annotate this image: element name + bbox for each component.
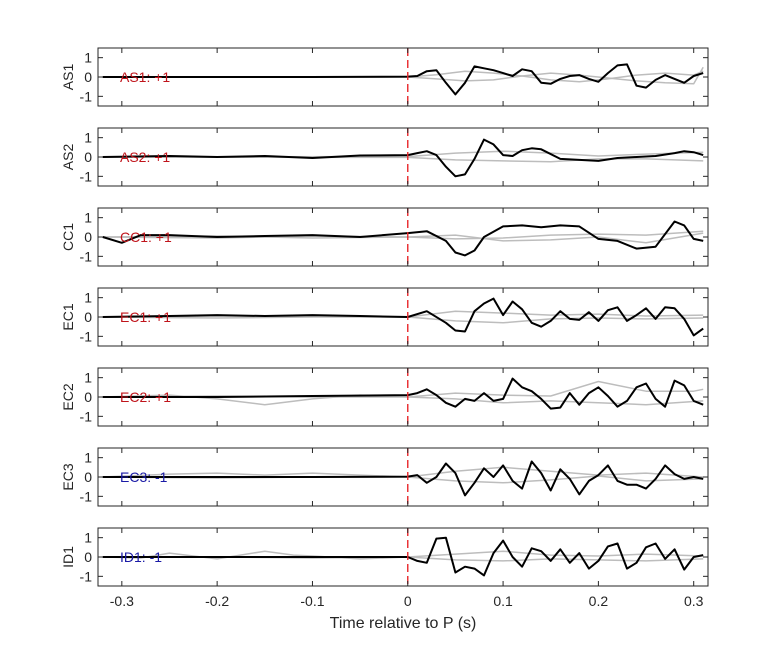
y-tick-label: 1 bbox=[84, 50, 92, 66]
x-axis: -0.3 -0.2 -0.1 0 0.1 0.2 0.3 bbox=[110, 593, 704, 609]
polarity-tag: EC3: -1 bbox=[120, 469, 168, 485]
y-axis-label: AS2 bbox=[60, 144, 76, 171]
y-tick-label: -1 bbox=[80, 568, 93, 584]
y-tick-label: 1 bbox=[84, 130, 92, 146]
y-tick-label: 0 bbox=[84, 549, 92, 565]
y-tick-label: 0 bbox=[84, 469, 92, 485]
panel-data bbox=[102, 220, 704, 257]
y-axis-label: CC1 bbox=[60, 223, 76, 251]
y-axis-label: EC1 bbox=[60, 303, 76, 330]
panel-data bbox=[102, 63, 704, 96]
highlight-trace bbox=[102, 220, 704, 257]
y-axis-label: ID1 bbox=[60, 546, 76, 568]
y-tick-label: -1 bbox=[80, 488, 93, 504]
background-trace bbox=[102, 150, 704, 158]
x-tick-label: 0.3 bbox=[684, 593, 704, 609]
y-tick-label: 0 bbox=[84, 149, 92, 165]
y-tick-label: -1 bbox=[80, 248, 93, 264]
y-tick-label: 1 bbox=[84, 290, 92, 306]
highlight-trace bbox=[102, 460, 704, 497]
polarity-tag: AS2: +1 bbox=[120, 149, 170, 165]
highlight-trace bbox=[102, 297, 704, 337]
x-axis-label: Time relative to P (s) bbox=[330, 615, 477, 632]
background-trace bbox=[102, 70, 704, 83]
background-trace bbox=[102, 380, 704, 406]
highlight-trace bbox=[102, 377, 704, 410]
y-axis-label: AS1 bbox=[60, 64, 76, 91]
y-tick-label: 1 bbox=[84, 210, 92, 226]
panel-data bbox=[102, 138, 704, 178]
x-tick-label: 0.2 bbox=[589, 593, 609, 609]
polarity-tag: AS1: +1 bbox=[120, 69, 170, 85]
x-tick-label: -0.1 bbox=[300, 593, 324, 609]
panel-data bbox=[102, 297, 704, 337]
y-tick-label: 0 bbox=[84, 69, 92, 85]
y-tick-label: 0 bbox=[84, 229, 92, 245]
background-trace bbox=[102, 550, 704, 560]
highlight-trace bbox=[102, 63, 704, 96]
background-trace bbox=[102, 66, 704, 85]
highlight-trace bbox=[102, 536, 704, 577]
y-tick-label: -1 bbox=[80, 328, 93, 344]
x-tick-label: 0.1 bbox=[493, 593, 513, 609]
panel-data bbox=[102, 536, 704, 577]
polarity-tag: EC1: +1 bbox=[120, 309, 171, 325]
polarity-tag: CC1: +1 bbox=[120, 229, 172, 245]
background-trace bbox=[102, 156, 704, 163]
y-tick-label: -1 bbox=[80, 408, 93, 424]
y-tick-label: -1 bbox=[80, 88, 93, 104]
polarity-tag: EC2: +1 bbox=[120, 389, 171, 405]
highlight-trace bbox=[102, 138, 704, 178]
x-tick-label: 0 bbox=[404, 593, 412, 609]
y-tick-label: 0 bbox=[84, 389, 92, 405]
x-tick-label: -0.2 bbox=[205, 593, 229, 609]
polarity-tag: ID1: -1 bbox=[120, 549, 162, 565]
panel-data bbox=[102, 377, 704, 410]
y-tick-label: 0 bbox=[84, 309, 92, 325]
y-tick-label: -1 bbox=[80, 168, 93, 184]
y-tick-label: 1 bbox=[84, 530, 92, 546]
y-tick-label: 1 bbox=[84, 370, 92, 386]
y-axis-label: EC2 bbox=[60, 383, 76, 410]
y-axis-label: EC3 bbox=[60, 463, 76, 490]
y-tick-label: 1 bbox=[84, 450, 92, 466]
x-tick-label: -0.3 bbox=[110, 593, 134, 609]
background-trace bbox=[102, 316, 704, 324]
